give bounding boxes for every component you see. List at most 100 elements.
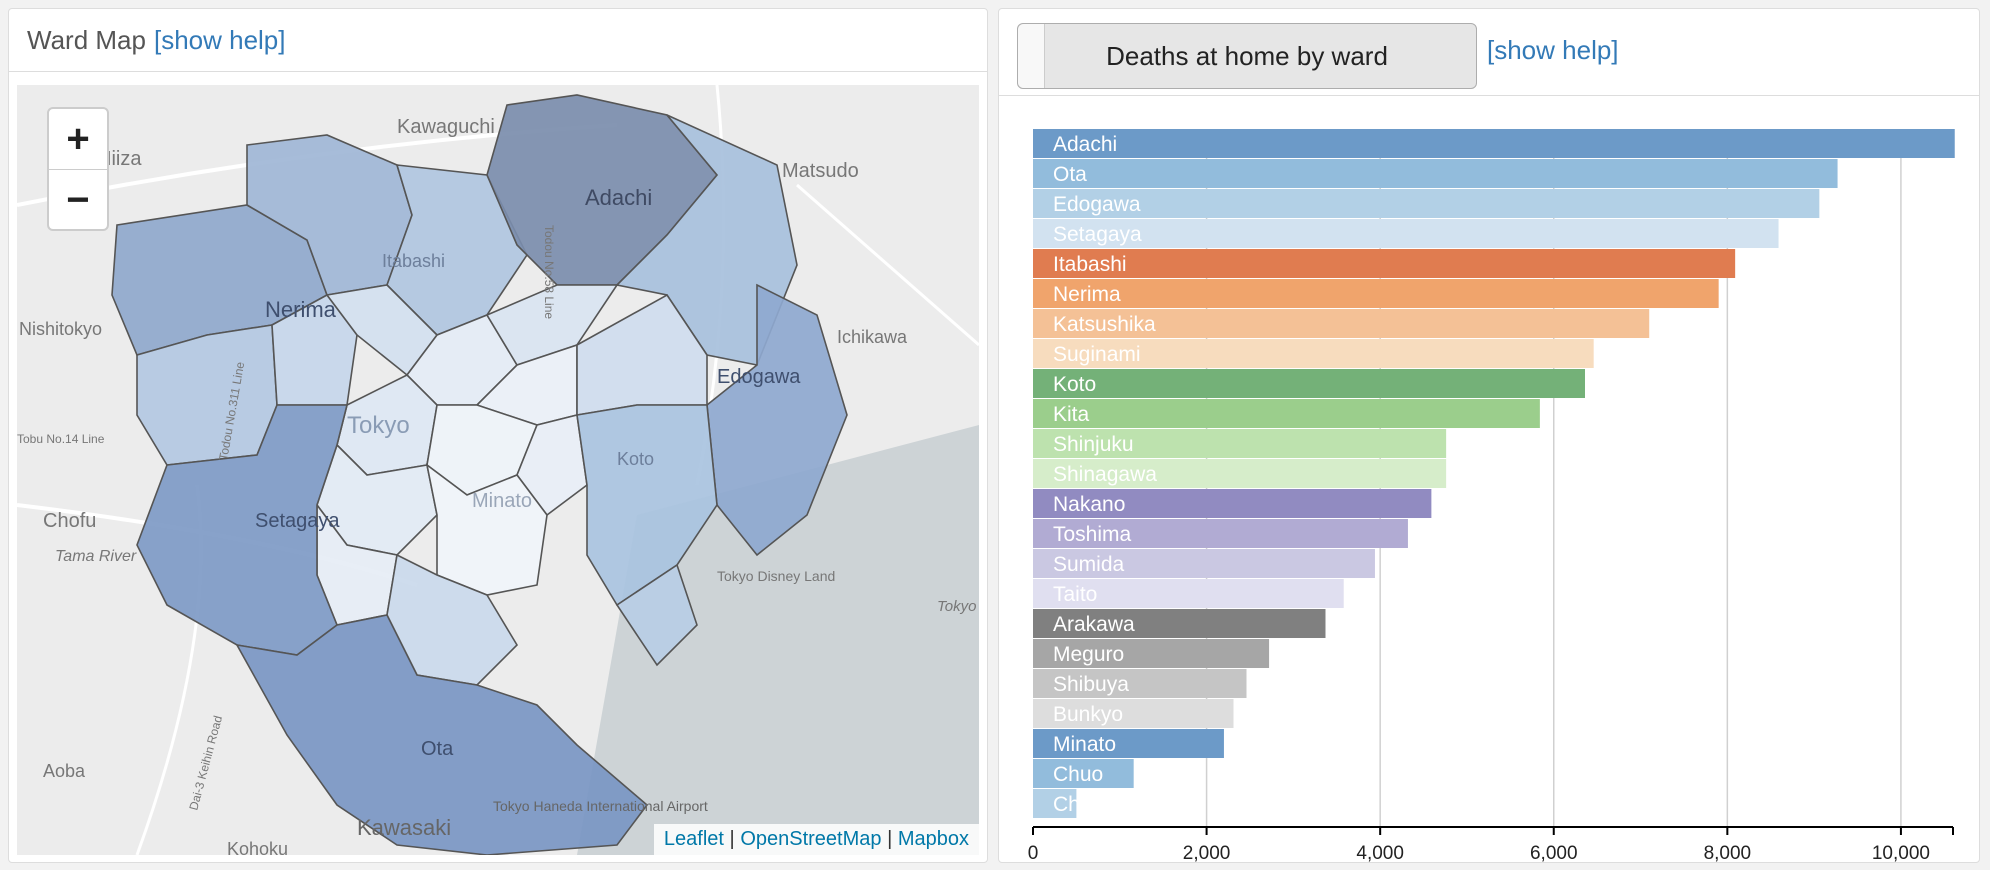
- dropdown-handle[interactable]: [1018, 24, 1045, 88]
- bar-label: Setagaya: [1053, 223, 1142, 246]
- ward-map-header: Ward Map [show help]: [9, 9, 987, 72]
- x-tick-label: 4,000: [1356, 843, 1404, 863]
- ward-minato[interactable]: [425, 463, 548, 596]
- bar-shinjuku[interactable]: [1033, 429, 1447, 458]
- map-label: Tobu No.14 Line: [17, 432, 105, 446]
- zoom-in-button[interactable]: +: [49, 109, 107, 170]
- map-attribution: Leaflet | OpenStreetMap | Mapbox: [653, 824, 979, 855]
- bar-kita[interactable]: [1033, 399, 1540, 428]
- bar-toshima[interactable]: [1033, 519, 1408, 548]
- x-tick-label: 2,000: [1183, 843, 1231, 863]
- map-label: Matsudo: [782, 160, 859, 182]
- map-label: Nishitokyo: [19, 319, 102, 339]
- map-label: Tokyo: [347, 412, 410, 439]
- ward-nakano[interactable]: [271, 293, 358, 406]
- bar-bunkyo[interactable]: [1033, 699, 1234, 728]
- bar-arakawa[interactable]: [1033, 609, 1326, 638]
- bar-suginami[interactable]: [1033, 339, 1594, 368]
- map-label: Tokyo Haneda International Airport: [493, 798, 708, 814]
- ward-chuo-islands[interactable]: [615, 563, 698, 667]
- bar-itabashi[interactable]: [1033, 249, 1736, 278]
- chart-header: Deaths at home by ward [show help]: [999, 9, 1979, 96]
- bar-label: Suginami: [1053, 343, 1141, 366]
- map-label: Tama River: [55, 548, 137, 565]
- map-label: Todou No.58 Line: [542, 225, 556, 319]
- show-help-link[interactable]: [show help]: [153, 24, 286, 55]
- leaflet-link[interactable]: Leaflet: [663, 828, 724, 850]
- bar-label: Arakawa: [1053, 613, 1135, 636]
- bar-shinagawa[interactable]: [1033, 459, 1447, 488]
- bar-koto[interactable]: [1033, 369, 1585, 398]
- bar-ota[interactable]: [1033, 159, 1838, 188]
- bar-label: Koto: [1053, 373, 1096, 396]
- ward-map[interactable]: Kawaguchi Niiza Matsudo Adachi Itabashi …: [17, 85, 979, 855]
- bar-chuo[interactable]: [1033, 759, 1134, 788]
- metric-dropdown[interactable]: Deaths at home by ward: [1017, 23, 1477, 89]
- zoom-control: + −: [47, 107, 109, 231]
- ward-ota[interactable]: [235, 614, 649, 855]
- map-label: Itabashi: [382, 251, 445, 271]
- bar-label: Chuo: [1053, 763, 1103, 786]
- bar-nakano[interactable]: [1033, 489, 1432, 518]
- bar-adachi[interactable]: [1033, 129, 1955, 158]
- bar-label: Shinagawa: [1053, 463, 1157, 486]
- x-tick-label: 6,000: [1530, 843, 1578, 863]
- show-help-link[interactable]: [show help]: [1487, 35, 1619, 65]
- bar-edogawa[interactable]: [1033, 189, 1820, 218]
- ward-arakawa[interactable]: [485, 284, 619, 366]
- bar-label: Shibuya: [1053, 673, 1129, 696]
- bar-ch[interactable]: [1033, 789, 1077, 818]
- map-label: Adachi: [585, 185, 652, 210]
- map-label: Tokyo Disney Land: [717, 568, 835, 584]
- bar-label: Minato: [1053, 733, 1116, 756]
- map-label: Minato: [472, 490, 532, 512]
- map-label: Ichikawa: [837, 327, 908, 347]
- mapbox-link[interactable]: Mapbox: [897, 828, 969, 850]
- bar-setagaya[interactable]: [1033, 219, 1779, 248]
- bar-label: Nerima: [1053, 283, 1121, 306]
- ward-edogawa[interactable]: [706, 283, 848, 557]
- map-label: Setagaya: [255, 510, 340, 532]
- bar-taito[interactable]: [1033, 579, 1344, 608]
- map-canvas[interactable]: Kawaguchi Niiza Matsudo Adachi Itabashi …: [17, 85, 979, 855]
- x-tick-label: 8,000: [1704, 843, 1752, 863]
- map-label: Chofu: [43, 510, 96, 532]
- bar-meguro[interactable]: [1033, 639, 1270, 668]
- map-label: Ota: [421, 738, 454, 760]
- map-label: Kawasaki: [357, 815, 451, 840]
- bar-label: Bunkyo: [1053, 703, 1123, 726]
- deaths-bar-chart: Adachi Ota Edogawa Setagaya Itabashi Nerima Ka…: [1028, 129, 1955, 863]
- ward-map-panel: Ward Map [show help]: [8, 8, 988, 863]
- map-label: Kohoku: [227, 839, 288, 855]
- map-label: Kawaguchi: [397, 116, 495, 138]
- bar-label: Sumida: [1053, 553, 1125, 576]
- bar-nerima[interactable]: [1033, 279, 1719, 308]
- bar-label: Toshima: [1053, 523, 1132, 546]
- map-label: Tokyo: [937, 598, 976, 615]
- ward-setagaya[interactable]: [136, 404, 349, 656]
- bar-label: Kita: [1053, 403, 1090, 426]
- attribution-separator: |: [887, 828, 893, 850]
- bar-label: Adachi: [1053, 133, 1117, 156]
- bar-label: Katsushika: [1053, 313, 1156, 336]
- map-label: Edogawa: [717, 366, 801, 388]
- bar-label: Nakano: [1053, 493, 1125, 516]
- bar-label: Itabashi: [1053, 253, 1127, 276]
- bar-sumida[interactable]: [1033, 549, 1375, 578]
- map-label: Koto: [617, 449, 654, 469]
- openstreetmap-link[interactable]: OpenStreetMap: [740, 828, 882, 850]
- map-label: Aoba: [43, 761, 86, 781]
- bar-label: Shinjuku: [1053, 433, 1134, 456]
- ward-chuo[interactable]: [516, 414, 588, 517]
- metric-dropdown-label: Deaths at home by ward: [1106, 40, 1388, 71]
- attribution-separator: |: [729, 828, 735, 850]
- map-label: Nerima: [265, 297, 337, 322]
- zoom-out-button[interactable]: −: [66, 177, 90, 222]
- bar-minato[interactable]: [1033, 729, 1224, 758]
- panel-title: Ward Map: [27, 24, 146, 55]
- bar-label: Taito: [1053, 583, 1097, 606]
- bar-label: Ch: [1053, 793, 1080, 816]
- x-tick-label: 0: [1028, 843, 1039, 863]
- bar-katsushika[interactable]: [1033, 309, 1650, 338]
- bar-shibuya[interactable]: [1033, 669, 1247, 698]
